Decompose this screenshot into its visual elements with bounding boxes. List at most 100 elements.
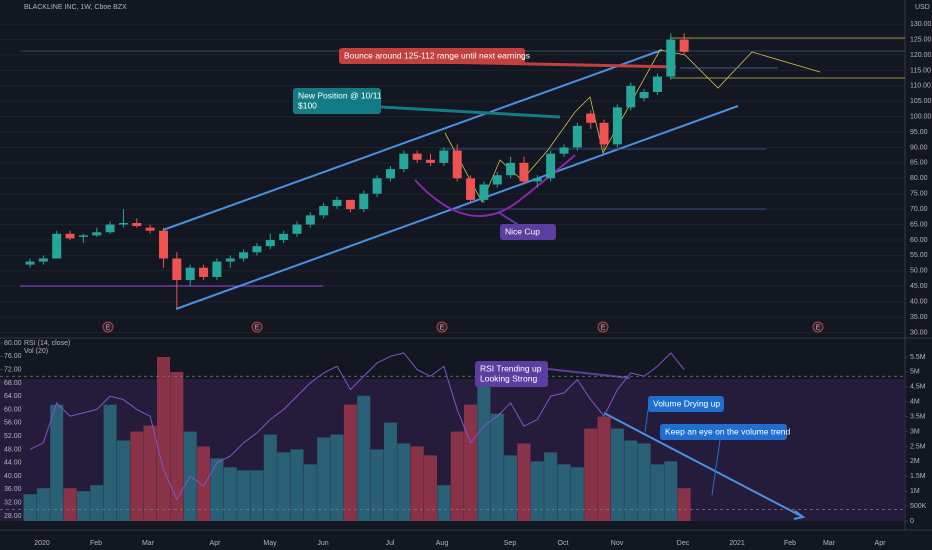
candle-body xyxy=(172,258,182,281)
y-tick-label: 50.00 xyxy=(910,268,928,275)
candle-body xyxy=(372,178,382,194)
y-tick-label: 120.00 xyxy=(910,52,932,59)
y-tick-label: 65.00 xyxy=(910,221,928,228)
candle-body xyxy=(466,178,476,200)
volume-bar xyxy=(290,449,304,521)
channel-lower xyxy=(175,105,739,310)
x-tick-label: Feb xyxy=(784,540,796,547)
volume-bar xyxy=(277,452,291,521)
volume-bar xyxy=(584,428,598,521)
volume-bar xyxy=(544,452,558,521)
symbol-header: BLACKLINE INC, 1W, Cboe BZX xyxy=(24,4,127,11)
y-tick-label: 70.00 xyxy=(910,206,928,213)
annotation-box xyxy=(660,424,787,440)
volume-bar xyxy=(557,464,571,521)
candle-body xyxy=(506,162,516,176)
annotation: Keep an eye on the volume trend xyxy=(660,424,790,440)
y-tick-label: 95.00 xyxy=(910,129,928,136)
volume-bar xyxy=(170,371,184,521)
y-tick-label: 3M xyxy=(910,428,920,435)
candle-body xyxy=(239,252,249,259)
x-tick-label: Aug xyxy=(436,540,449,547)
candle-body xyxy=(359,193,369,210)
candle-body xyxy=(279,233,289,240)
volume-bar xyxy=(504,455,518,521)
annotation-arrow xyxy=(547,368,631,379)
y-tick-label: 2M xyxy=(910,458,920,465)
candle-body xyxy=(426,159,435,163)
x-tick-label: Mar xyxy=(142,540,155,547)
annotation: Bounce around 125-112 range until next e… xyxy=(339,48,530,64)
y-tick-label: 105.00 xyxy=(910,98,932,105)
candle-body xyxy=(412,153,422,160)
candle-body xyxy=(225,258,235,262)
x-tick-label: Sep xyxy=(504,540,517,547)
y-tick-label: 35.00 xyxy=(910,314,928,321)
candle-body xyxy=(519,162,529,182)
x-tick-label: Nov xyxy=(611,540,624,547)
rsi-title: RSI (14, close) xyxy=(24,340,70,347)
candle-body xyxy=(559,147,569,154)
annotation-box xyxy=(475,361,548,387)
volume-bar xyxy=(223,467,237,521)
y-tick-label: 500K xyxy=(910,503,927,510)
volume-bar xyxy=(130,431,144,521)
volume-bar xyxy=(597,416,611,521)
candle-body xyxy=(52,233,62,259)
x-tick-label: Jul xyxy=(386,540,395,547)
x-tick-label: Mar xyxy=(823,540,836,547)
volume-bar xyxy=(610,428,624,521)
annotation-text: Looking Strong xyxy=(480,373,537,383)
volume-bar xyxy=(410,446,424,521)
y-tick-label: 52.00 xyxy=(4,433,22,440)
annotation-text: RSI Trending up xyxy=(480,363,542,373)
annotation-text: $100 xyxy=(298,100,317,110)
y-tick-label: 90.00 xyxy=(910,144,928,151)
volume-bar xyxy=(357,395,371,521)
y-tick-label: 64.00 xyxy=(4,393,22,400)
y-tick-label: 5.5M xyxy=(910,354,926,361)
annotation: Volume Drying up xyxy=(648,396,724,412)
volume-bar xyxy=(157,356,170,521)
earnings-marker xyxy=(102,321,114,333)
y-tick-label: 60.00 xyxy=(910,237,928,244)
earnings-label: E xyxy=(106,324,111,331)
x-tick-label: 2021 xyxy=(729,540,745,547)
y-tick-label: 115.00 xyxy=(910,67,931,74)
volume-bar xyxy=(370,449,384,521)
candle-body xyxy=(92,232,102,236)
y-tick-label: 48.00 xyxy=(4,446,22,453)
x-tick-label: Apr xyxy=(210,540,222,547)
candle-body xyxy=(626,85,636,108)
y-tick-label: 1.5M xyxy=(910,473,926,480)
x-tick-label: Feb xyxy=(90,540,102,547)
candle-body xyxy=(159,230,168,259)
x-tick-label: Oct xyxy=(558,540,569,547)
y-tick-label: 100.00 xyxy=(910,113,932,120)
y-tick-label: 36.00 xyxy=(4,486,22,493)
annotation-text: Bounce around 125-112 range until next e… xyxy=(344,50,530,60)
annotation-arrow xyxy=(497,211,521,227)
y-tick-label: 30.00 xyxy=(910,329,928,336)
candle-body xyxy=(265,239,275,247)
earnings-label: E xyxy=(816,324,821,331)
candle-body xyxy=(145,227,155,231)
candle-body xyxy=(439,150,449,163)
volume-bar xyxy=(450,431,464,521)
volume-bar xyxy=(464,404,478,521)
x-tick-label: Dec xyxy=(677,540,690,547)
annotation-arrow xyxy=(644,409,649,433)
y-tick-label: 110.00 xyxy=(910,83,931,90)
earnings-label: E xyxy=(255,324,260,331)
volume-bar xyxy=(317,437,331,521)
earnings-marker xyxy=(812,321,824,333)
candle-body xyxy=(452,150,462,179)
currency: USD xyxy=(915,4,930,11)
volume-bar xyxy=(570,467,584,521)
volume-bar xyxy=(50,404,64,521)
y-tick-label: 80.00 xyxy=(910,175,928,182)
y-tick-label: 40.00 xyxy=(4,473,22,480)
volume-trend xyxy=(603,412,804,518)
